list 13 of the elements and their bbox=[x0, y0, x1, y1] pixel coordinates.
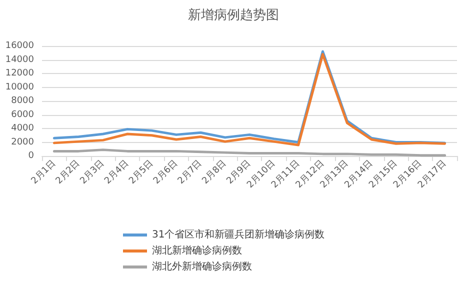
legend-label: 31个省区市和新疆兵团新增确诊病例数 bbox=[152, 228, 325, 240]
legend-label: 湖北新增确诊病例数 bbox=[152, 244, 242, 256]
chart-title: 新增病例趋势图 bbox=[188, 8, 279, 23]
y-tick-label: 4000 bbox=[11, 124, 34, 134]
y-tick-label: 2000 bbox=[11, 137, 34, 148]
y-tick-label: 0 bbox=[28, 151, 34, 161]
y-tick-label: 14000 bbox=[5, 54, 34, 65]
y-tick-label: 10000 bbox=[5, 82, 34, 92]
y-tick-label: 6000 bbox=[11, 110, 34, 120]
y-tick-label: 8000 bbox=[11, 96, 34, 106]
y-tick-label: 16000 bbox=[5, 41, 34, 51]
legend-label: 湖北外新增确诊病例数 bbox=[152, 260, 252, 272]
y-tick-label: 12000 bbox=[5, 68, 34, 78]
